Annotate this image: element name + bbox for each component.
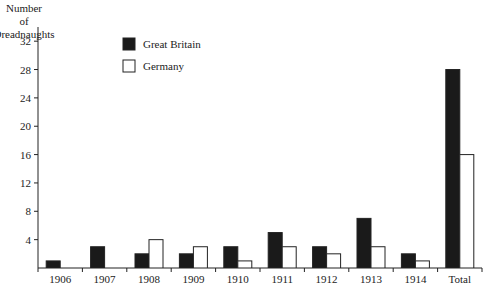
bar [238,261,252,268]
x-tick-label: 1908 [138,273,161,285]
legend-label: Great Britain [143,38,201,50]
y-tick-label: 8 [26,205,32,217]
y-tick [34,41,38,42]
y-tick-label: 32 [20,35,31,47]
bar [91,247,105,268]
y-tick [34,239,38,240]
bar [371,247,385,268]
y-tick-label: 20 [20,120,32,132]
y-tick-label: 4 [26,234,32,246]
x-tick-label: 1907 [94,273,117,285]
y-tick [34,126,38,127]
x-tick [348,268,349,272]
y-tick-label: 24 [20,92,32,104]
y-tick-label: 12 [20,177,31,189]
bar [327,254,341,268]
y-tick [34,182,38,183]
bar [149,240,163,268]
legend-swatch [123,38,135,50]
x-tick [304,268,305,272]
x-tick-label: 1910 [227,273,250,285]
bar [135,254,149,268]
x-tick-label: 1906 [49,273,72,285]
legend-label: Germany [143,60,184,72]
bar [446,70,460,268]
legend-swatch [123,60,135,72]
x-tick-label: 1911 [271,273,293,285]
x-tick [82,268,83,272]
bar [357,218,371,268]
y-axis [38,27,39,268]
x-tick [437,268,438,272]
bar [460,155,474,268]
y-tick [34,69,38,70]
bar [282,247,296,268]
x-tick [126,268,127,272]
x-tick [482,268,483,272]
chart: NumberofDreadnaughts48121620242832190619… [0,0,496,295]
x-tick [38,268,39,272]
bar [313,247,327,268]
y-tick-label: 28 [20,64,32,76]
x-tick [215,268,216,272]
x-tick [393,268,394,272]
y-tick [34,154,38,155]
bar [179,254,193,268]
x-tick [260,268,261,272]
bar [105,268,119,269]
bar [60,268,74,269]
bar [224,247,238,268]
x-tick-label: 1909 [182,273,205,285]
y-tick-label: 16 [20,149,32,161]
x-tick-label: Total [449,273,471,285]
bar [415,261,429,268]
x-tick-label: 1914 [404,273,427,285]
x-tick [171,268,172,272]
chart-container: NumberofDreadnaughts48121620242832190619… [0,0,496,295]
y-tick [34,211,38,212]
x-tick-label: 1913 [360,273,383,285]
bars [46,70,474,268]
x-tick-label: 1912 [316,273,338,285]
bar [268,233,282,268]
bar [401,254,415,268]
y-tick [34,97,38,98]
bar [46,261,60,268]
bar [193,247,207,268]
